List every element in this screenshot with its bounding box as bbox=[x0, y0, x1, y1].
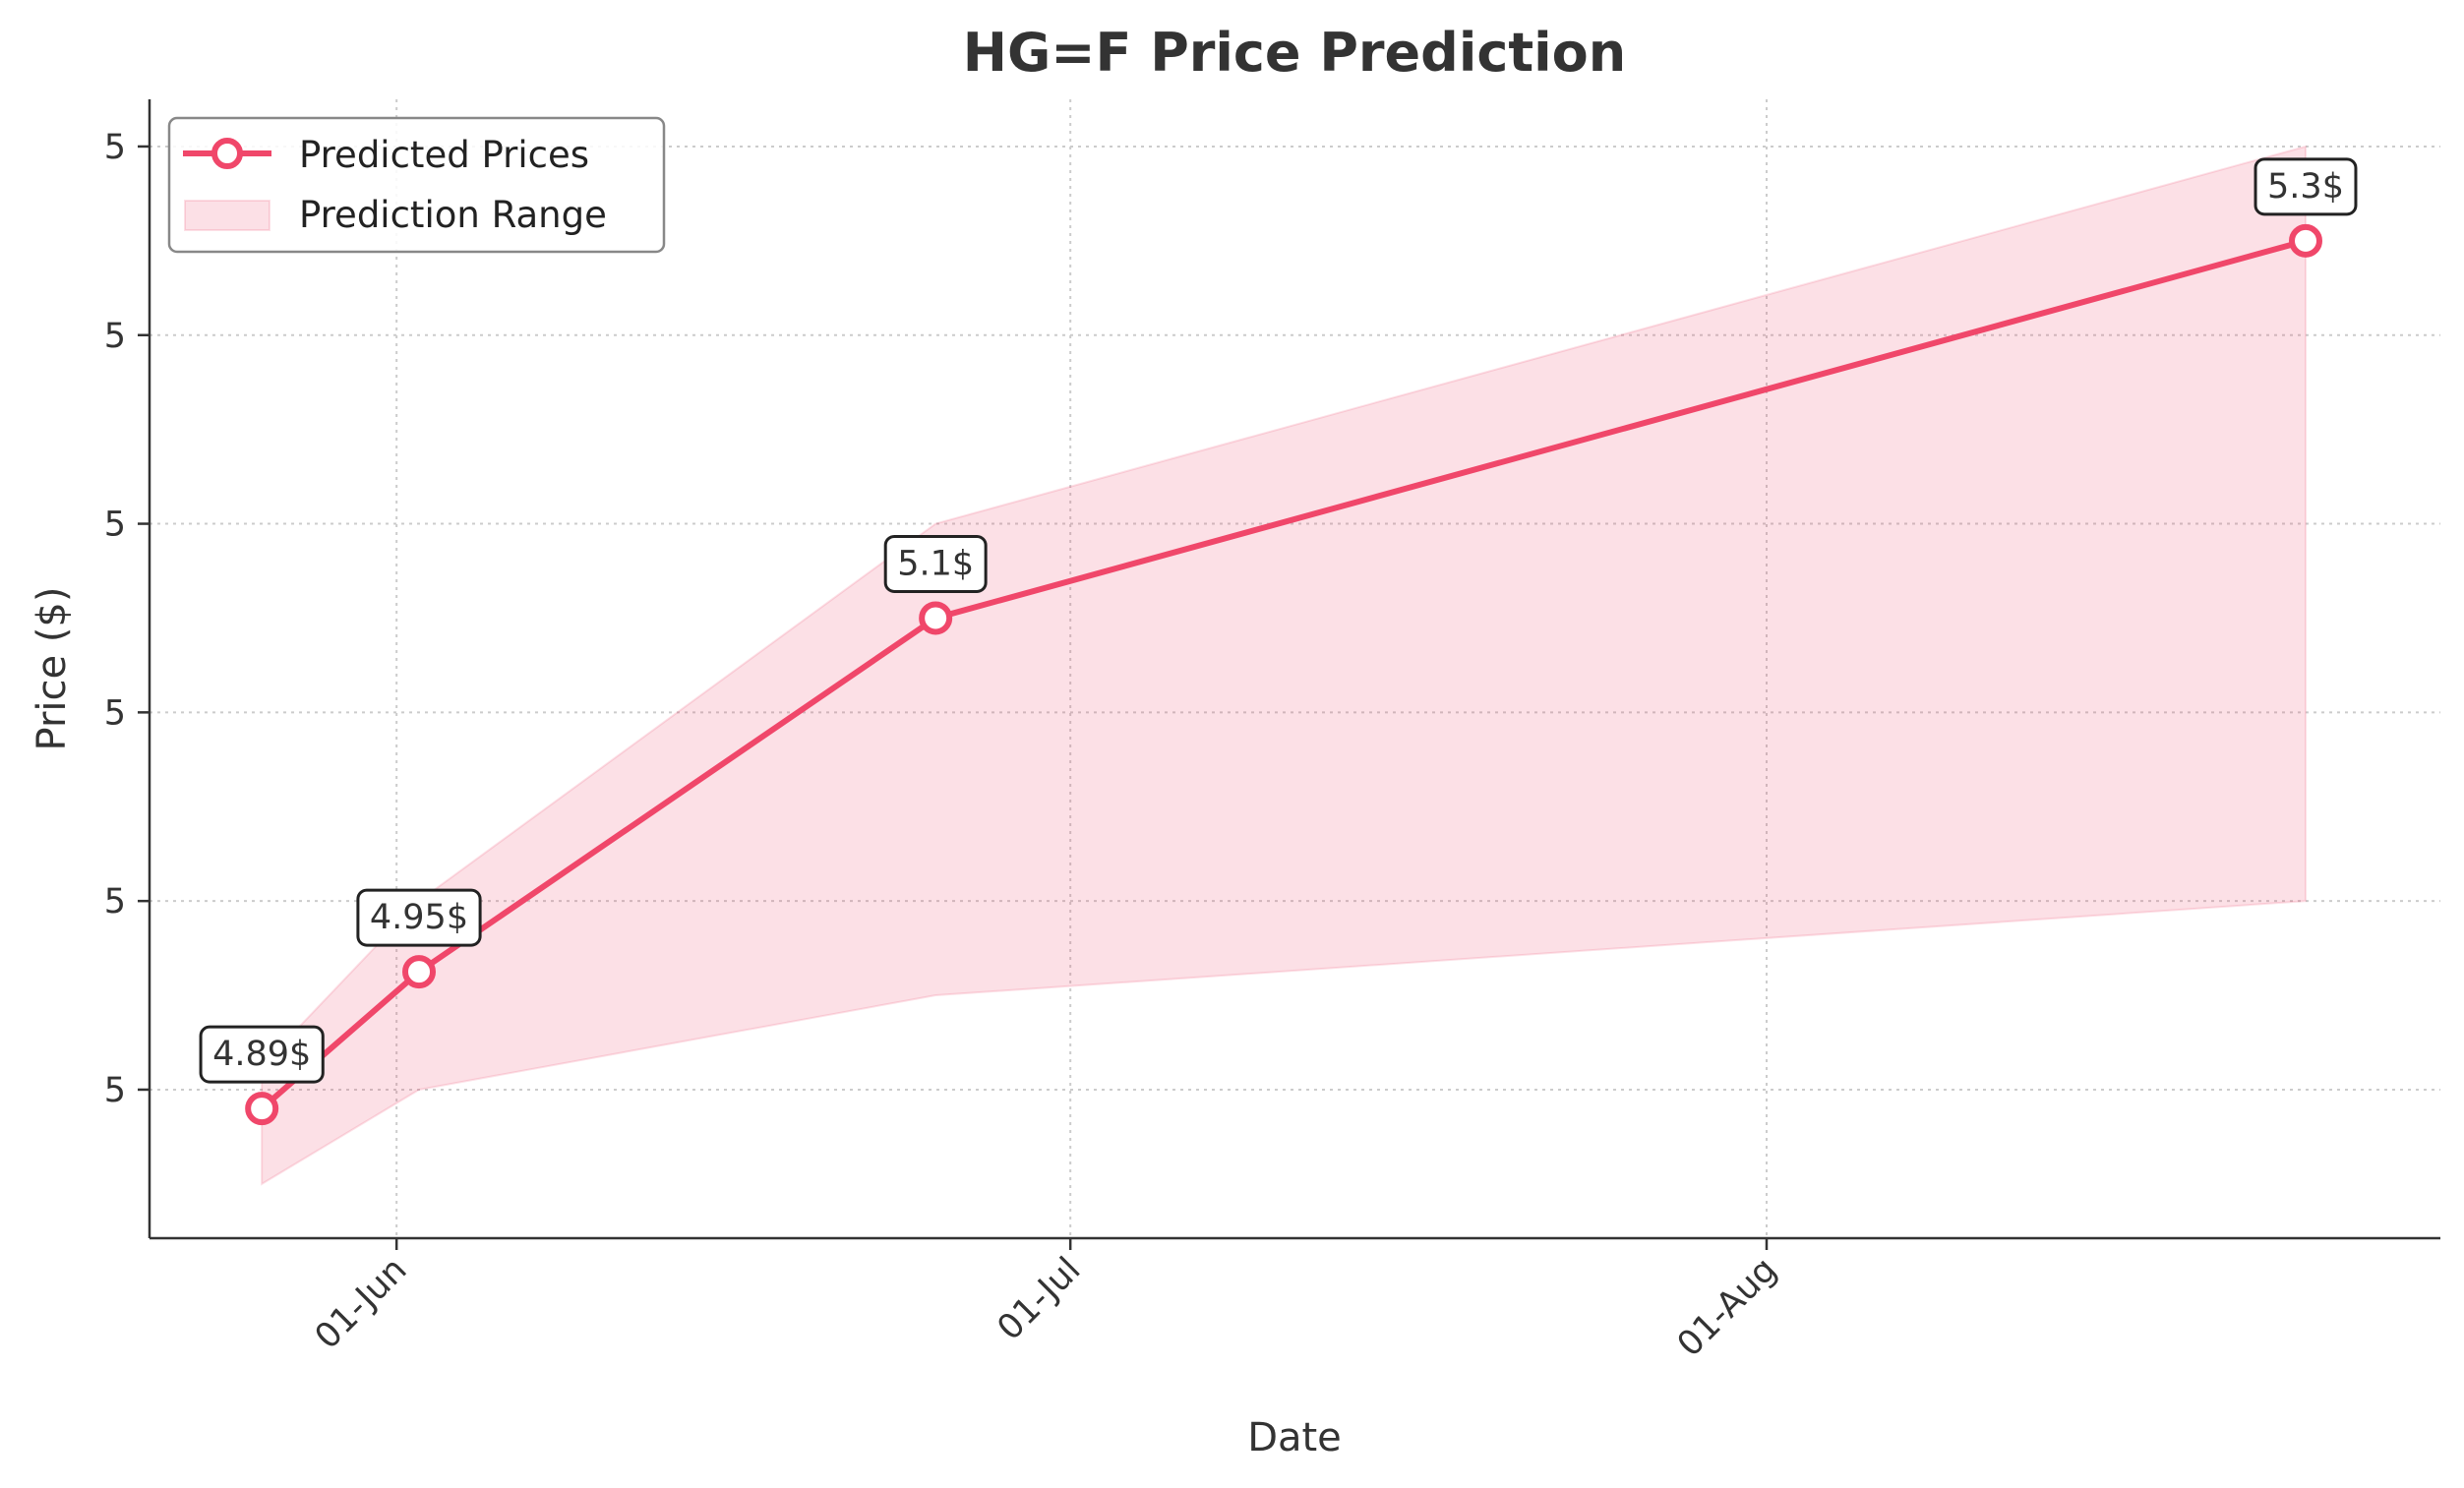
y-tick-label: 5 bbox=[104, 506, 126, 545]
prediction-range-band bbox=[261, 145, 2307, 1186]
legend-band-swatch bbox=[184, 200, 270, 231]
data-label: 4.89$ bbox=[199, 1025, 325, 1084]
predicted-prices-line bbox=[260, 237, 2307, 1111]
predicted-price-point bbox=[919, 601, 953, 635]
data-label-box bbox=[2254, 157, 2358, 216]
data-label-text: 4.89$ bbox=[212, 1035, 311, 1074]
axes bbox=[148, 99, 2440, 1240]
legend-label-prediction-range: Prediction Range bbox=[299, 194, 607, 236]
data-label-box bbox=[199, 1025, 325, 1084]
legend: Predicted Prices Prediction Range bbox=[167, 116, 666, 254]
y-tick-label: 5 bbox=[104, 1071, 126, 1110]
chart-title: HG=F Price Prediction bbox=[963, 22, 1626, 84]
legend-label-predicted-prices: Predicted Prices bbox=[299, 134, 589, 176]
data-label: 4.95$ bbox=[356, 888, 482, 947]
predicted-price-point bbox=[245, 1092, 279, 1126]
data-label: 5.3$ bbox=[2254, 157, 2358, 216]
data-labels: 4.89$ 4.95$ 5.1$ 5.3$ bbox=[199, 157, 2358, 1084]
y-tick-label: 5 bbox=[104, 693, 126, 733]
y-tick-label: 5 bbox=[104, 882, 126, 922]
predicted-prices-series bbox=[245, 223, 2322, 1126]
data-label-box bbox=[356, 888, 482, 947]
y-ticks: 5 5 5 5 5 5 bbox=[104, 128, 150, 1110]
data-label-box bbox=[883, 534, 988, 593]
grid bbox=[150, 99, 2440, 1238]
y-axis-label: Price ($) bbox=[30, 587, 75, 751]
legend-box bbox=[167, 116, 666, 254]
data-label: 5.1$ bbox=[883, 534, 988, 593]
data-label-text: 5.1$ bbox=[897, 544, 974, 583]
y-tick-label: 5 bbox=[104, 128, 126, 167]
legend-marker-swatch bbox=[211, 138, 243, 169]
predicted-price-point bbox=[402, 955, 436, 989]
y-tick-label: 5 bbox=[104, 317, 126, 356]
x-axis-label: Date bbox=[1247, 1415, 1342, 1460]
data-label-text: 5.3$ bbox=[2267, 167, 2344, 207]
predicted-price-point bbox=[2289, 223, 2322, 258]
prediction-range-area bbox=[261, 145, 2307, 1186]
data-label-text: 4.95$ bbox=[370, 898, 468, 937]
